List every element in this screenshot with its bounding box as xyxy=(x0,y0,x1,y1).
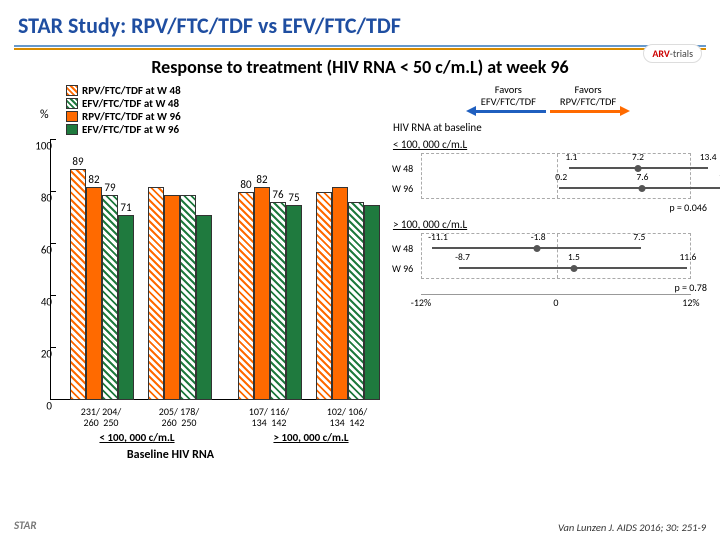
bar-plot: 02040608010089827971231/ 204/ 260 250205… xyxy=(56,140,376,400)
logo-badge: ARV-trials xyxy=(643,44,702,63)
rule-orange xyxy=(14,48,706,50)
x-axis-title: Baseline HIV RNA xyxy=(0,448,381,462)
legend: RPV/FTC/TDF at W 48EFV/FTC/TDF at W 48RP… xyxy=(66,84,381,136)
footer-tag: STAR xyxy=(14,519,37,532)
citation: Van Lunzen J. AIDS 2016; 30: 251-9 xyxy=(558,521,706,534)
favors-labels: Favors EFV/FTC/TDF Favors RPV/FTC/TDF xyxy=(387,84,710,107)
favors-arrows xyxy=(387,108,710,115)
bar-chart-region: % RPV/FTC/TDF at W 48EFV/FTC/TDF at W 48… xyxy=(10,84,381,462)
subtitle: Response to treatment (HIV RNA < 50 c/m.… xyxy=(0,56,720,78)
page-title: STAR Study: RPV/FTC/TDF vs EFV/FTC/TDF xyxy=(0,0,720,45)
y-axis-unit: % xyxy=(40,108,49,122)
rule-blue xyxy=(14,45,706,47)
forest-plot-region: Favors EFV/FTC/TDF Favors RPV/FTC/TDF HI… xyxy=(381,84,710,462)
